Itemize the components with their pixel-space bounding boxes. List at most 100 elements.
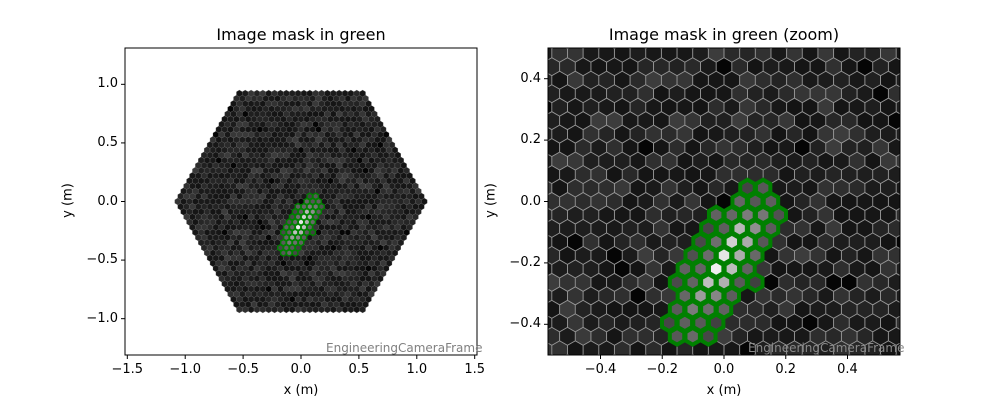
- camera-pixel: [637, 138, 654, 157]
- camera-pixel: [864, 97, 881, 117]
- camera-pixel: [575, 327, 592, 346]
- camera-pixel: [342, 89, 349, 97]
- camera-pixel: [833, 340, 850, 355]
- camera-pixel: [551, 178, 568, 198]
- left-y-tick-label: −1.0: [86, 310, 118, 326]
- camera-pixel: [548, 235, 552, 249]
- camera-pixel: [684, 57, 701, 76]
- camera-pixel: [614, 340, 631, 355]
- camera-pixel: [747, 138, 764, 157]
- camera-pixel: [794, 111, 811, 130]
- camera-pixel: [661, 151, 678, 171]
- camera-pixel: [880, 286, 897, 306]
- camera-pixel: [645, 286, 662, 306]
- mask-pixel-outline: [753, 177, 773, 199]
- camera-pixel: [802, 151, 819, 171]
- camera-pixel: [896, 315, 900, 330]
- camera-pixel: [324, 89, 331, 97]
- camera-pixel: [817, 205, 834, 225]
- camera-pixel: [637, 165, 654, 184]
- camera-pixel: [575, 138, 592, 157]
- camera-pixel: [306, 89, 313, 97]
- camera-pixel: [606, 327, 623, 346]
- camera-pixel: [716, 111, 732, 130]
- camera-pixel: [778, 327, 795, 346]
- camera-pixel: [880, 151, 897, 171]
- camera-pixel: [637, 300, 654, 319]
- camera-pixel: [778, 273, 795, 292]
- camera-pixel: [606, 111, 623, 130]
- camera-pixel: [567, 313, 584, 332]
- camera-pixel: [825, 273, 842, 292]
- camera-pixel: [551, 97, 568, 117]
- camera-pixel: [661, 48, 678, 63]
- camera-pixel: [880, 48, 897, 63]
- camera-pixel: [548, 181, 552, 195]
- camera-pixel: [794, 327, 811, 346]
- camera-pixel: [802, 124, 819, 144]
- right-x-tick-label: 0.4: [837, 362, 858, 377]
- camera-pixel: [762, 138, 779, 157]
- camera-pixel: [548, 208, 552, 222]
- camera-pixel: [567, 71, 584, 90]
- camera-pixel: [723, 48, 740, 63]
- camera-pixel: [747, 300, 764, 319]
- camera-pixel: [825, 84, 842, 103]
- camera-pixel: [614, 71, 631, 90]
- camera-pixel: [778, 246, 795, 265]
- camera-pixel: [622, 192, 639, 211]
- camera-pixel: [864, 232, 881, 252]
- camera-pixel: [849, 151, 866, 171]
- camera-pixel: [762, 84, 779, 103]
- camera-pixel: [802, 340, 819, 355]
- left-x-tick-label: 1.0: [406, 362, 428, 377]
- camera-pixel: [645, 71, 662, 90]
- camera-pixel: [778, 84, 795, 103]
- camera-pixel: [841, 273, 858, 292]
- camera-pixel: [653, 219, 670, 238]
- camera-pixel: [684, 84, 701, 103]
- camera-pixel: [700, 165, 717, 184]
- camera-pixel: [559, 84, 576, 103]
- camera-pixel: [825, 192, 842, 211]
- camera-pixel: [802, 205, 819, 225]
- camera-pixel: [794, 165, 811, 184]
- camera-pixel: [856, 57, 873, 76]
- camera-pixel: [606, 84, 623, 103]
- camera-pixel: [856, 327, 873, 346]
- camera-pixel: [582, 71, 599, 90]
- camera-pixel: [559, 57, 576, 76]
- camera-pixel: [864, 286, 881, 306]
- camera-pixel: [747, 327, 764, 346]
- camera-pixel: [833, 178, 850, 198]
- camera-pixel: [794, 300, 811, 319]
- camera-pixel: [896, 289, 900, 303]
- camera-pixel: [864, 259, 881, 279]
- camera-pixel: [786, 286, 803, 306]
- camera-pixel: [896, 262, 900, 276]
- camera-pixel: [606, 219, 623, 238]
- camera-pixel: [794, 138, 811, 157]
- camera-pixel: [723, 97, 740, 117]
- camera-pixel: [904, 354, 919, 372]
- camera-pixel: [894, 354, 898, 355]
- camera-pixel: [817, 71, 834, 90]
- camera-pixel: [559, 246, 576, 265]
- camera-pixel: [856, 219, 873, 238]
- camera-pixel: [528, 31, 543, 49]
- camera-pixel: [809, 327, 826, 346]
- camera-pixel: [872, 138, 889, 157]
- camera-pixel: [794, 219, 811, 238]
- camera-pixel: [708, 71, 725, 90]
- right-x-tick-label: 0.0: [713, 362, 735, 377]
- camera-pixel: [723, 124, 740, 144]
- camera-pixel: [849, 48, 866, 63]
- camera-pixel: [567, 151, 584, 171]
- camera-pixel: [614, 205, 631, 225]
- camera-pixel: [904, 247, 919, 265]
- camera-pixel: [661, 71, 678, 90]
- camera-pixel: [676, 205, 693, 225]
- camera-pixel: [567, 97, 584, 117]
- camera-pixel: [878, 354, 883, 355]
- camera-pixel: [849, 259, 866, 279]
